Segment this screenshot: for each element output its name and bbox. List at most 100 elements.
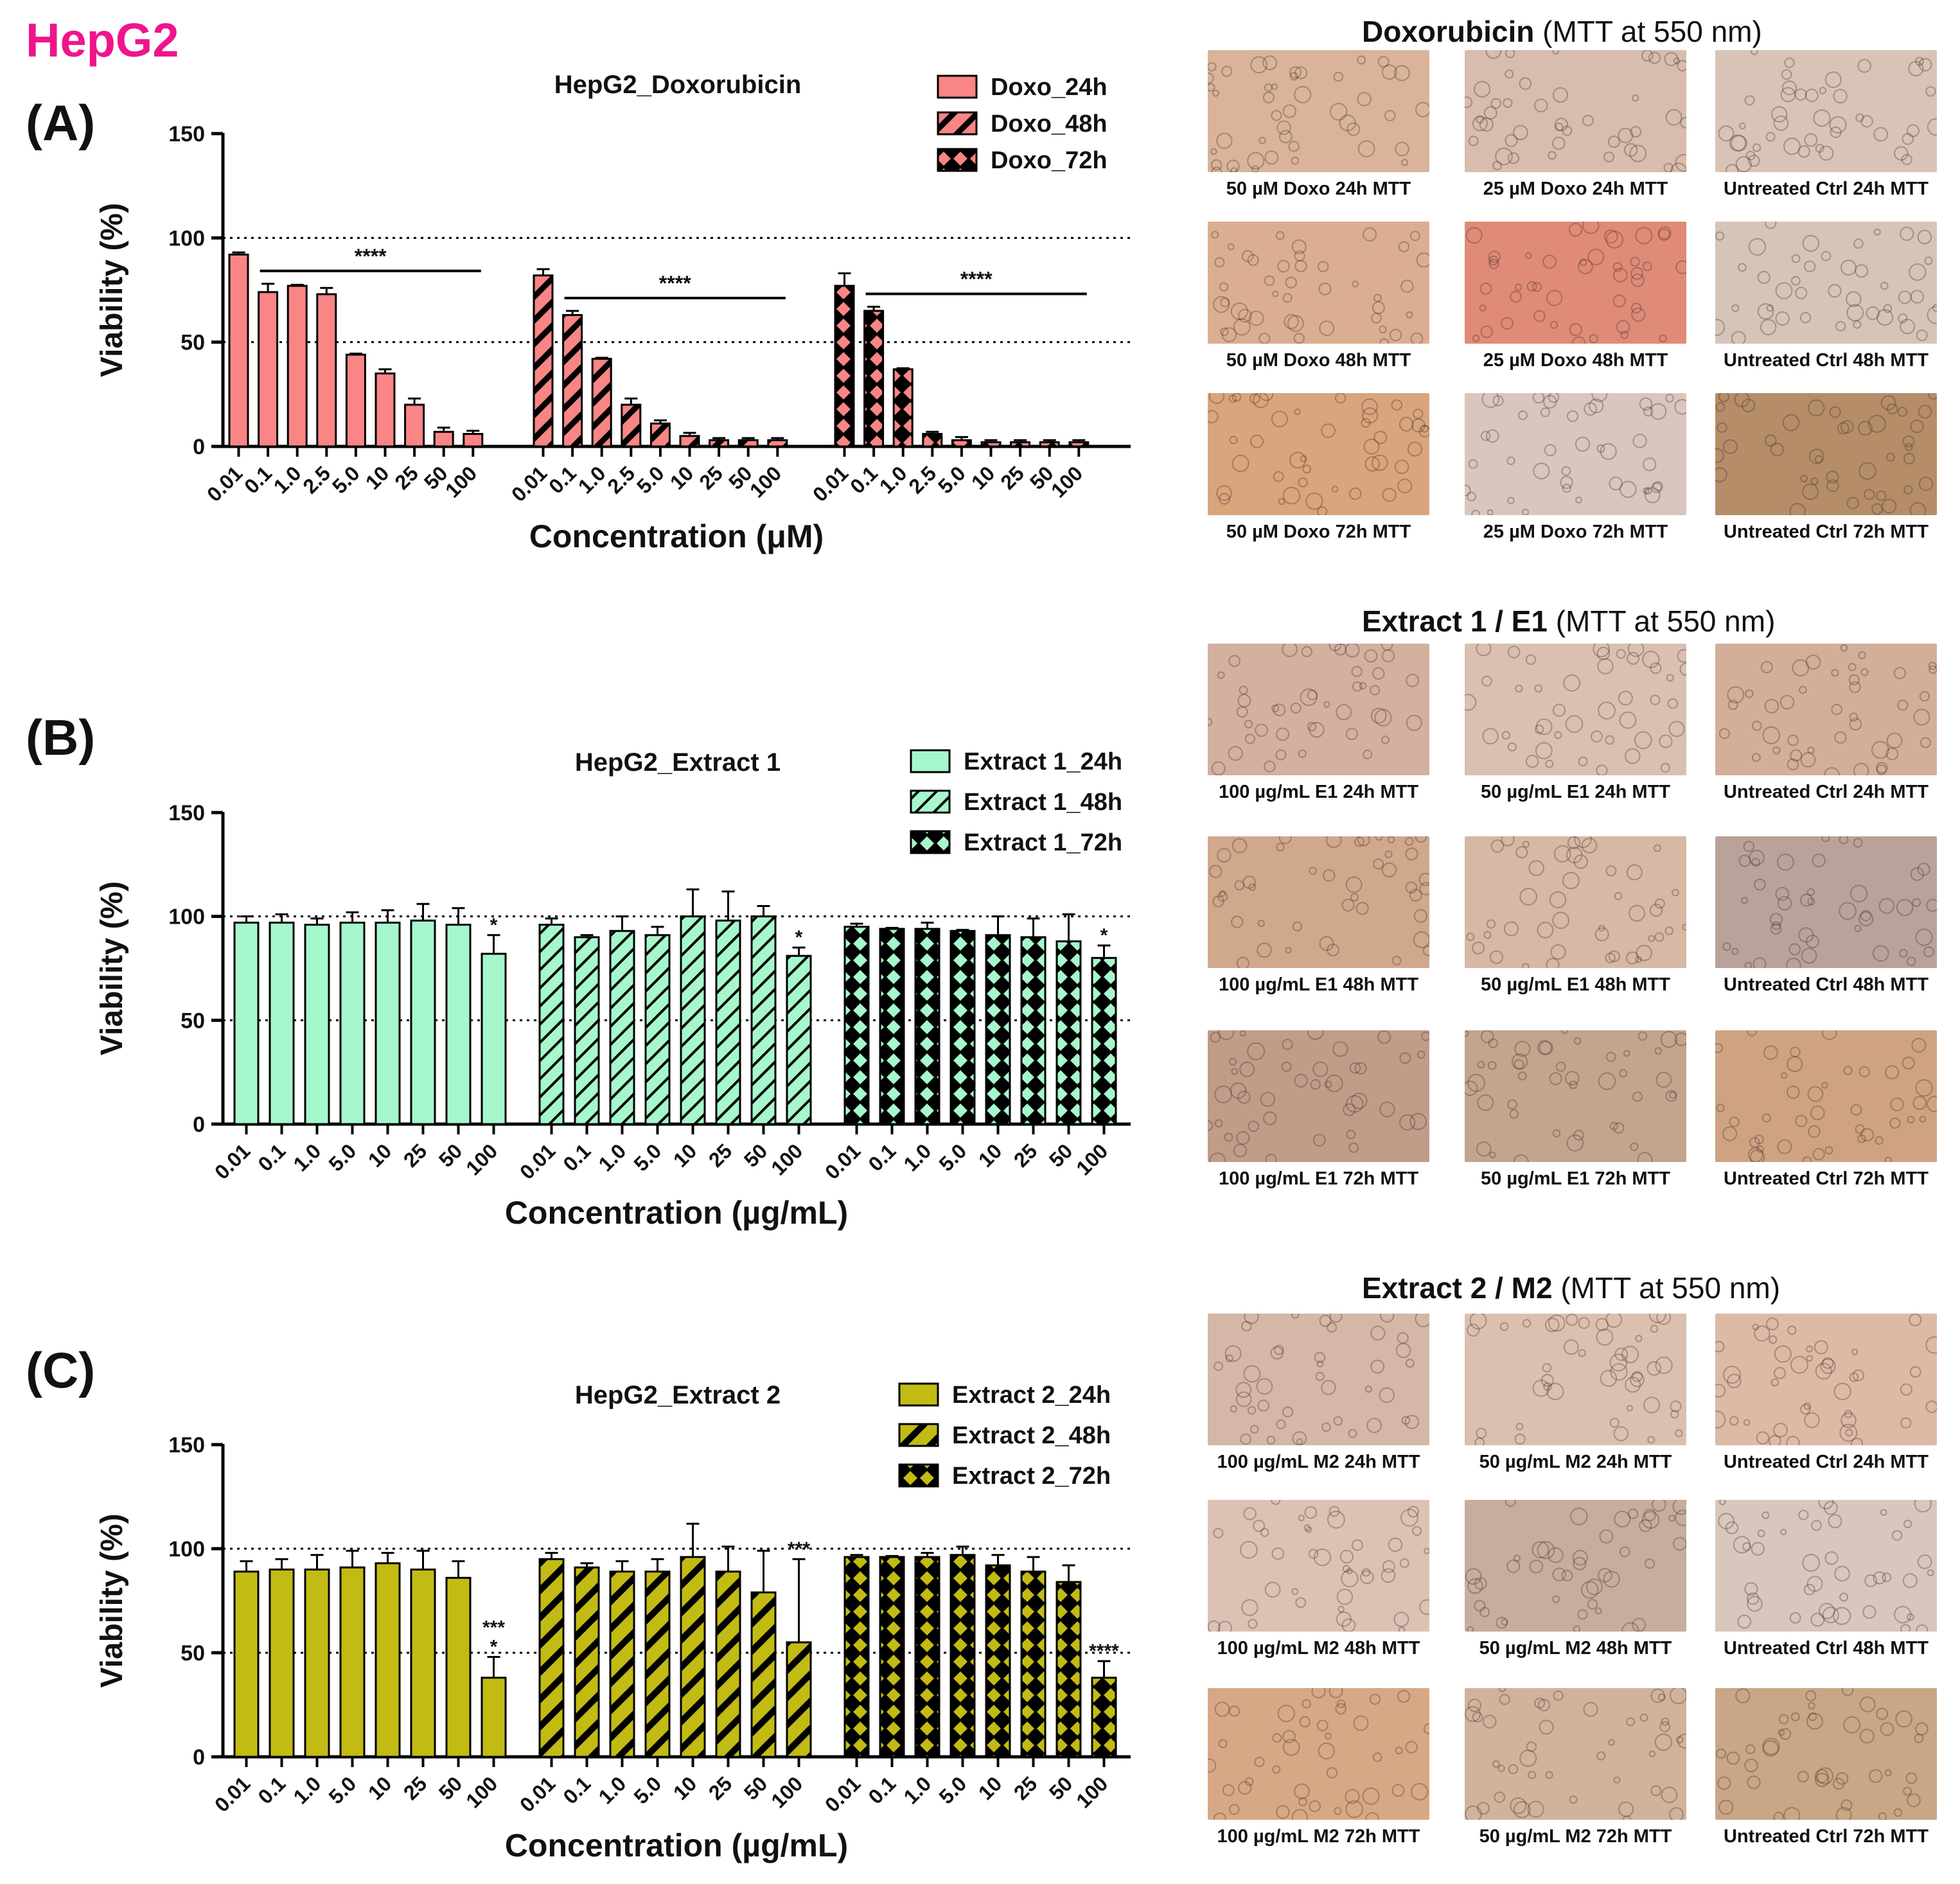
cell-shape [1802,234,1820,252]
cell-shape [1920,737,1931,748]
cell-shape [1637,1152,1653,1162]
bar-Extract 2_48h-5.0 [644,1571,671,1758]
cell-shape [1275,749,1287,761]
cell-shape [1219,282,1229,292]
cell-shape [1849,1372,1859,1382]
cell-shape [1413,931,1429,949]
x-tick-label: 10 [364,1772,396,1804]
cell-shape [1494,1792,1506,1803]
cell-shape [1275,231,1285,240]
cell-shape [1331,486,1339,493]
x-tick-label: 10 [666,461,698,494]
cell-shape [1639,397,1653,411]
cell-shape [1238,308,1252,323]
cell-shape [1878,898,1895,914]
cell-shape [1902,133,1914,145]
cell-shape [1848,663,1857,671]
micrograph-caption: Untreated Ctrl 72h MTT [1723,1826,1929,1847]
cell-shape [1791,254,1801,263]
cell-shape [1244,719,1253,729]
cell-shape [1264,761,1276,773]
cell-shape [1787,1325,1797,1335]
cell-shape [1278,498,1285,506]
cell-shape [1361,398,1378,416]
x-tick-label: 0.01 [808,461,852,506]
bar-Extract 1_72h-5.0 [949,929,976,1125]
legend-label: Doxo_72h [991,147,1108,174]
cell-shape [1254,1756,1265,1768]
cell-shape [1232,838,1248,854]
micrograph-cell: Untreated Ctrl 48h MTT [1715,222,1937,376]
cell-shape [1578,1317,1591,1329]
cell-shape [1293,333,1305,344]
cell-shape [1762,1740,1779,1757]
cell-shape [1790,276,1801,286]
cell-shape [1316,1360,1324,1368]
cell-shape [1543,1382,1552,1391]
cell-shape [1744,962,1753,968]
cell-shape [1382,1560,1395,1573]
cell-shape [1404,1414,1419,1429]
cell-shape [1770,1378,1779,1387]
cell-shape [1401,159,1409,166]
cell-shape [1409,231,1420,242]
cell-shape [1651,482,1663,493]
cell-shape [1582,222,1600,234]
cell-shape [1230,1405,1237,1413]
cell-shape [1752,1323,1760,1330]
cell-shape [1533,310,1546,322]
cell-shape [1365,1812,1379,1820]
cell-shape [1537,1541,1555,1560]
cell-shape [1880,395,1896,410]
cell-shape [1314,1351,1326,1364]
micrograph-background [1715,836,1937,968]
cell-shape [1596,444,1605,453]
cell-shape [1395,1747,1403,1755]
cell-shape [1679,662,1686,676]
cell-shape [1292,1431,1307,1445]
cell-shape [1871,503,1883,515]
micrograph-cell: 100 µg/mL M2 24h MTT [1208,1314,1429,1477]
cell-shape [1349,487,1362,500]
cell-shape [1660,762,1670,773]
micrograph-caption: 100 µg/mL E1 24h MTT [1218,782,1419,802]
cell-shape [1903,1786,1912,1796]
bar-Extract 1_24h-50 [445,924,472,1125]
cell-shape [1800,752,1816,768]
cell-shape [1654,1047,1663,1055]
cell-shape [1228,1804,1240,1815]
cell-shape [1814,1769,1829,1784]
cell-shape [1643,457,1657,471]
cell-shape [1853,762,1869,775]
cell-shape [1214,1085,1233,1104]
cell-shape [1605,735,1615,745]
micrograph-group-title: Extract 1 / E1 (MTT at 550 nm) [1362,604,1775,638]
cell-shape [1553,1690,1564,1701]
cell-shape [1522,840,1530,848]
cell-shape [1846,291,1862,307]
micrograph-cell: Untreated Ctrl 48h MTT [1715,836,1937,1000]
cell-shape [1715,1384,1726,1398]
cell-shape [1814,455,1823,464]
cell-shape [1532,1541,1549,1559]
chart-title: HepG2_Extract 2 [575,1381,781,1409]
cell-shape [1795,1114,1808,1127]
cell-shape [1555,1061,1566,1072]
cell-shape [1389,329,1402,342]
cell-shape [1345,644,1360,658]
cell-shape [1259,393,1274,401]
cell-shape [1542,254,1557,269]
cell-shape [1757,303,1774,320]
cell-shape [1294,1783,1310,1799]
cell-shape [1852,1369,1865,1382]
cell-shape [1512,1053,1528,1070]
cell-shape [1718,393,1729,403]
cell-shape [1220,327,1229,337]
cell-shape [1805,1690,1817,1702]
cell-shape [1669,1091,1677,1099]
cell-shape [1886,732,1903,749]
cell-shape [1574,836,1592,849]
micrograph-cell: 50 µg/mL E1 24h MTT [1465,644,1686,807]
cell-shape [1762,726,1781,744]
